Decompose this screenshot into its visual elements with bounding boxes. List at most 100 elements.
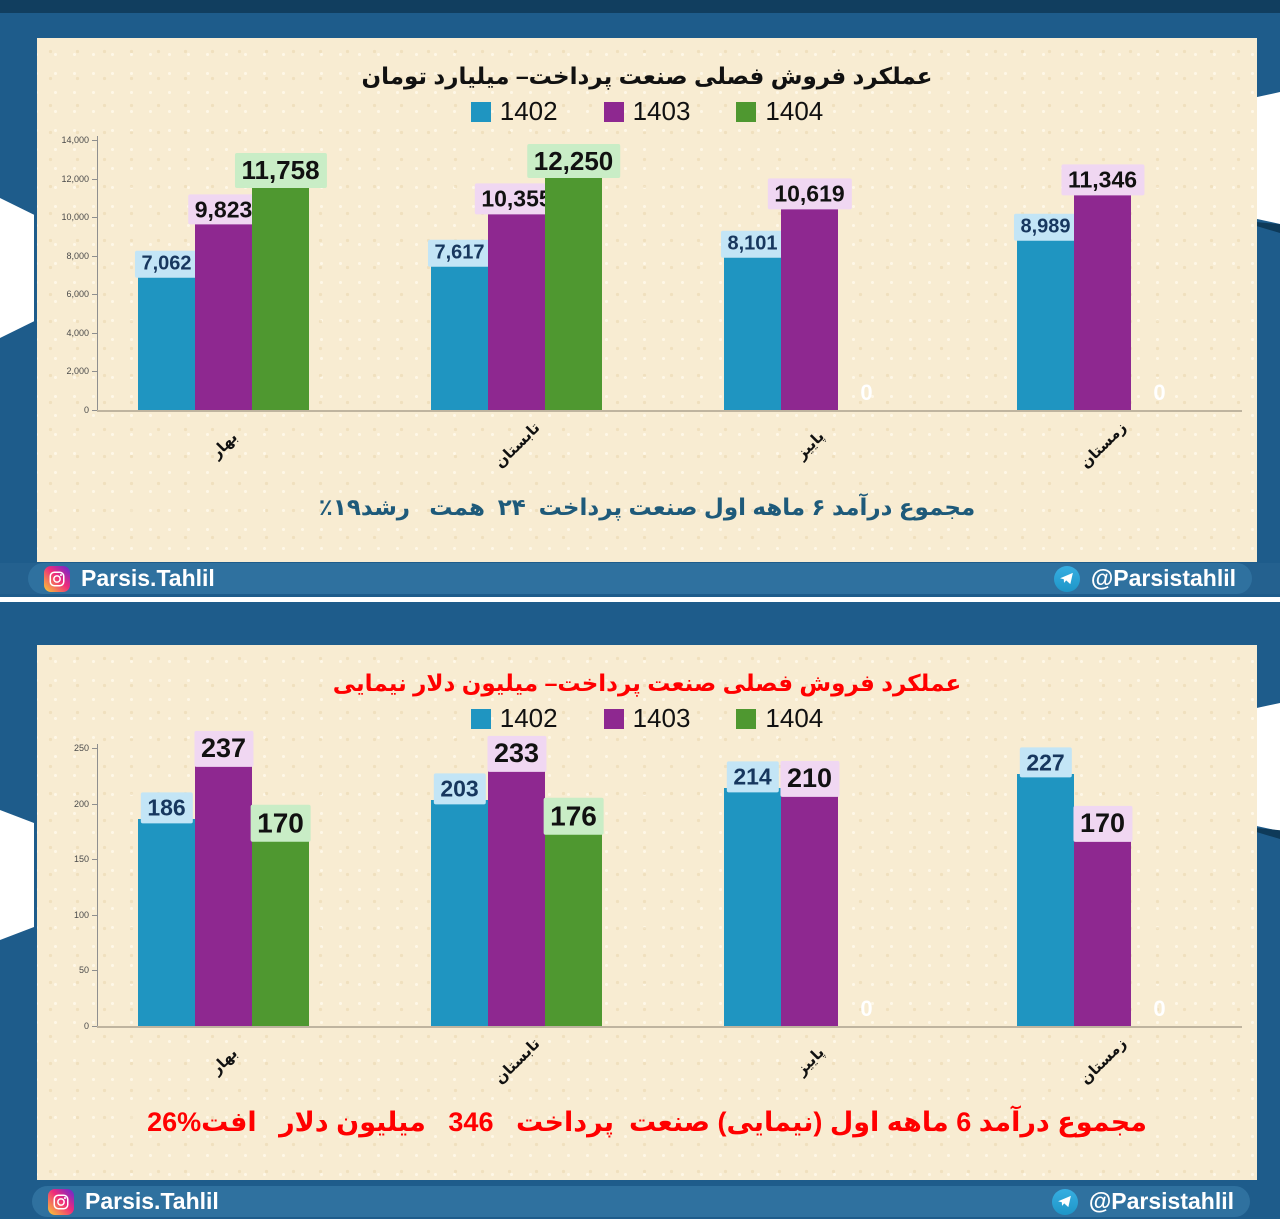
- value-label-1404-summer: 12,250: [526, 143, 621, 179]
- legend-item-1402: 1402: [470, 96, 558, 127]
- chart-panel-dollar: عملکرد فروش فصلی صنعت پرداخت– میلیون دلا…: [37, 645, 1257, 1180]
- bar-1402-summer: [431, 800, 488, 1026]
- top-navy-strip: [0, 0, 1280, 13]
- bar-1404-spring: [252, 836, 309, 1026]
- y-tick-mark: [92, 970, 97, 972]
- legend-swatch-1403: [603, 101, 624, 122]
- y-tick-mark: [92, 748, 97, 749]
- chart2-plot-area: 0 50 100 150 200 250 بهار تابستان پاییز زمستان 186…: [37, 645, 1257, 1180]
- value-label-1404-summer: 176: [543, 797, 604, 835]
- decorative-white-wedge-right-bottom: [1256, 703, 1280, 831]
- y-tick-label: 14,000: [61, 135, 89, 145]
- chart2-title: عملکرد فروش فصلی صنعت پرداخت– میلیون دلا…: [332, 670, 962, 697]
- legend-swatch-1403: [603, 708, 624, 729]
- bar-1402-summer: [431, 263, 488, 410]
- x-axis-line: [97, 1026, 1242, 1028]
- chart2-legend: 1402 1403 1404: [37, 703, 1257, 734]
- y-tick-label: 50: [78, 965, 89, 976]
- legend-swatch-1404: [736, 708, 757, 729]
- instagram-icon: [44, 565, 70, 592]
- telegram-icon: [1053, 565, 1080, 592]
- chart1-legend: 1402 1403 1404: [37, 96, 1257, 127]
- value-label-1402-winter: 227: [1019, 746, 1072, 778]
- y-tick-label: 200: [73, 798, 89, 809]
- y-tick-mark: [92, 1026, 97, 1027]
- legend-label-1402: 1402: [499, 703, 558, 733]
- instagram-handle: Parsis.Tahlil: [85, 1188, 219, 1214]
- bar-1403-summer: [488, 210, 545, 410]
- value-label-1402-summer: 7,617: [427, 239, 492, 267]
- legend-swatch-1402: [470, 708, 491, 729]
- chart1-summary: مجموع درآمد ۶ ماهه اول صنعت پرداخت ۲۴ هم…: [318, 494, 976, 520]
- social-pill-middle: Parsis.Tahlil @Parsistahlil: [28, 563, 1252, 594]
- y-tick-mark: [92, 410, 97, 411]
- value-label-1402-spring: 186: [140, 792, 193, 824]
- y-tick-label: 4,000: [66, 327, 89, 338]
- value-label-1402-summer: 203: [433, 773, 486, 805]
- value-label-1402-autumn: 214: [726, 761, 779, 793]
- value-label-1403-spring: 237: [193, 731, 254, 768]
- legend-item-1402: 1402: [470, 703, 558, 734]
- legend-item-1404: 1404: [736, 703, 823, 734]
- y-tick-mark: [92, 859, 97, 861]
- value-label-1402-autumn: 8,101: [720, 230, 785, 258]
- value-label-1403-spring: 9,823: [187, 193, 260, 225]
- instagram-handle-group: Parsis.Tahlil: [48, 1188, 219, 1215]
- value-label-1404-spring: 11,758: [234, 153, 327, 188]
- bar-1403-winter: [1074, 191, 1131, 410]
- telegram-icon: [1051, 1188, 1078, 1215]
- y-tick-mark: [92, 255, 97, 257]
- bar-1402-winter: [1017, 773, 1074, 1026]
- y-tick-label: 2,000: [66, 366, 89, 377]
- y-tick-label: 100: [73, 909, 89, 920]
- legend-item-1404: 1404: [736, 96, 823, 127]
- value-label-1403-winter: 170: [1072, 805, 1133, 842]
- y-tick-label: 250: [73, 743, 89, 753]
- decorative-white-wedge-right-top: [1256, 92, 1280, 224]
- y-tick-label: 150: [73, 854, 89, 865]
- legend-item-1403: 1403: [603, 96, 691, 127]
- bar-1402-spring: [138, 819, 195, 1026]
- telegram-handle: @Parsistahlil: [1088, 1188, 1234, 1214]
- telegram-handle-group: @Parsistahlil: [1051, 1188, 1234, 1215]
- value-label-1403-summer: 10,355: [474, 183, 559, 215]
- value-label-1402-winter: 8,989: [1013, 213, 1078, 241]
- legend-swatch-1402: [470, 101, 491, 122]
- section-divider-line: [0, 597, 1280, 602]
- instagram-handle-group: Parsis.Tahlil: [44, 565, 215, 592]
- bar-1403-autumn: [781, 205, 838, 410]
- chart1-title: عملکرد فروش فصلی صنعت پرداخت– میلیارد تو…: [361, 63, 933, 90]
- y-tick-label: 0: [83, 405, 89, 415]
- x-axis-line: [97, 410, 1242, 412]
- social-pill-bottom: Parsis.Tahlil @Parsistahlil: [32, 1186, 1250, 1217]
- y-tick-mark: [92, 294, 97, 296]
- value-label-1403-autumn: 10,619: [767, 178, 852, 210]
- bar-1402-winter: [1017, 236, 1074, 410]
- y-tick-mark: [92, 178, 97, 180]
- value-label-1403-summer: 233: [486, 735, 547, 772]
- legend-item-1403: 1403: [603, 703, 690, 734]
- zero-label-1404-winter: 0: [1153, 380, 1166, 405]
- legend-label-1404: 1404: [765, 96, 824, 126]
- y-tick-mark: [92, 217, 97, 219]
- legend-label-1404: 1404: [765, 703, 824, 733]
- value-label-1403-autumn: 210: [779, 761, 840, 798]
- decorative-fold: [1256, 222, 1280, 233]
- bar-1404-summer: [545, 830, 602, 1026]
- bar-1404-spring: [252, 183, 309, 410]
- y-axis-line: [97, 744, 98, 1026]
- chart2-summary: مجموع درآمد 6 ماهه اول (نیمایی) صنعت پرد…: [147, 1107, 1147, 1137]
- legend-label-1403: 1403: [632, 96, 691, 126]
- y-tick-label: 0: [83, 1021, 89, 1031]
- value-label-1403-winter: 11,346: [1060, 164, 1145, 196]
- y-tick-mark: [92, 140, 97, 141]
- chart-panel-toman: عملکرد فروش فصلی صنعت پرداخت– میلیارد تو…: [37, 38, 1257, 562]
- legend-label-1402: 1402: [499, 96, 558, 126]
- legend-swatch-1404: [736, 101, 757, 122]
- social-bar-middle: Parsis.Tahlil @Parsistahlil: [0, 563, 1280, 594]
- telegram-handle-group: @Parsistahlil: [1053, 565, 1236, 592]
- y-tick-label: 10,000: [61, 212, 89, 223]
- zero-label-1404-autumn: 0: [860, 380, 873, 405]
- telegram-handle: @Parsistahlil: [1090, 565, 1236, 591]
